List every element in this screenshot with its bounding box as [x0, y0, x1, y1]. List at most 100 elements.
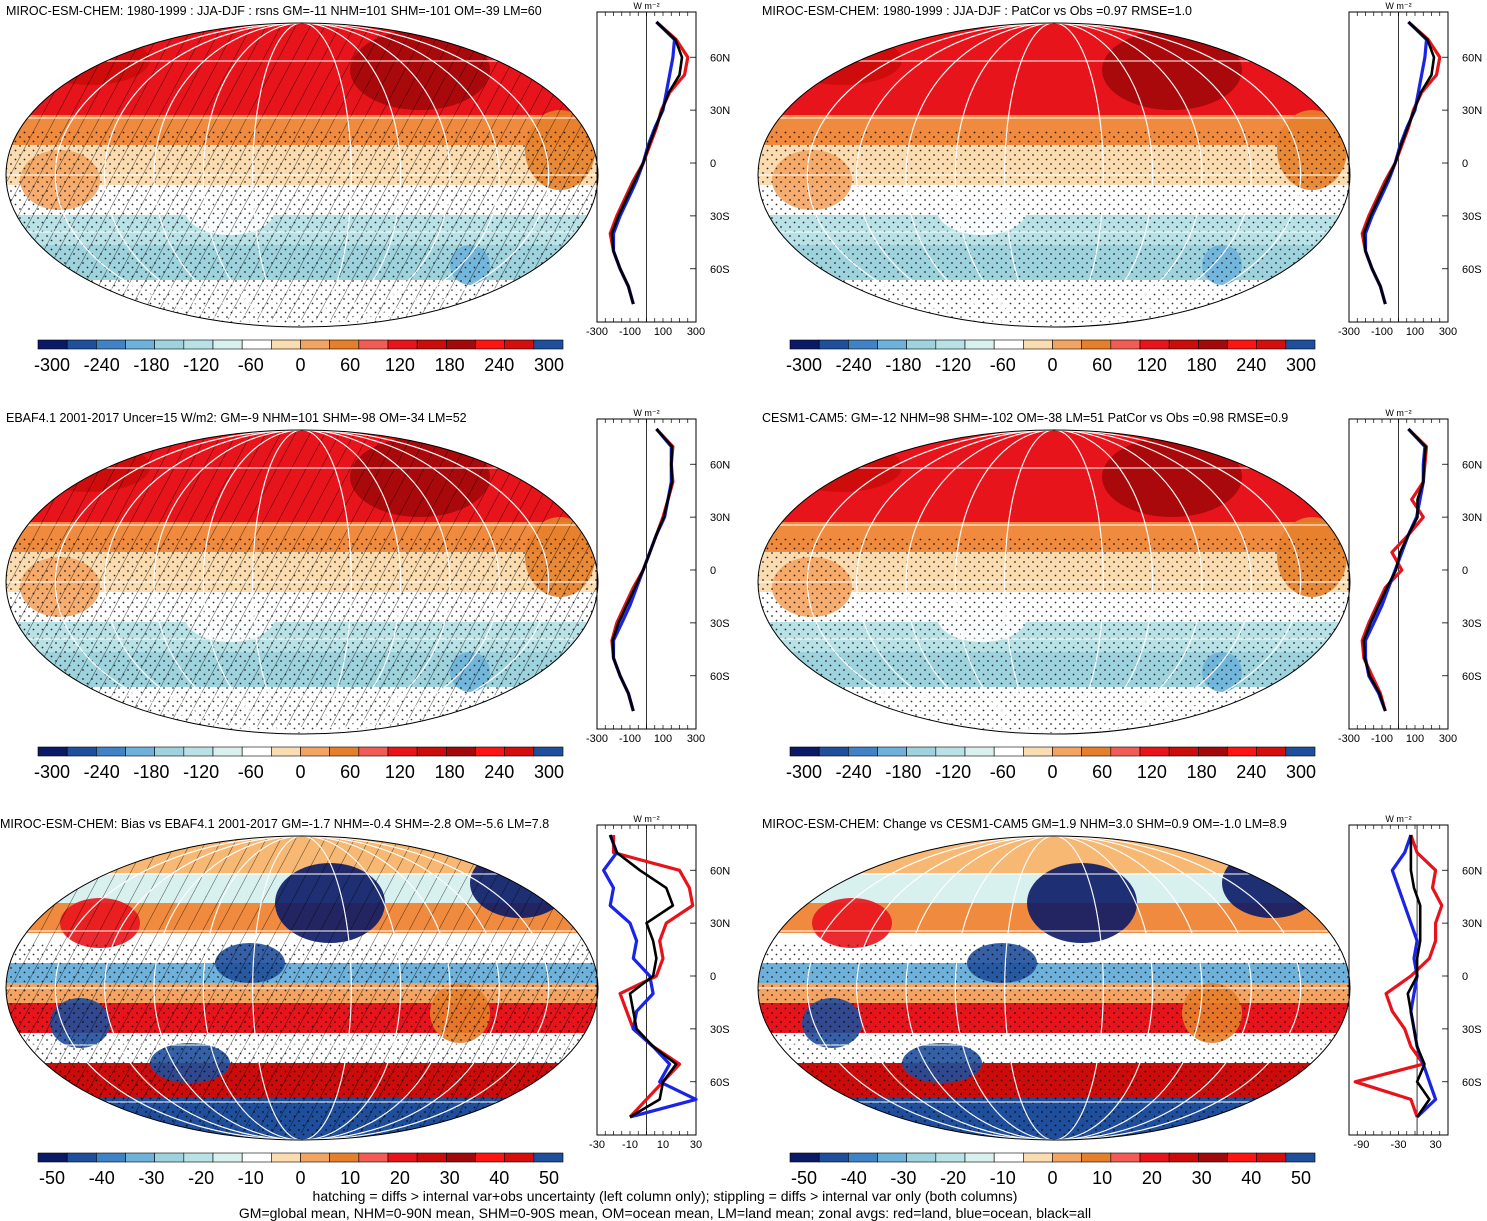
colorbar-tick-label: -50: [791, 1168, 817, 1188]
colorbar-swatch: [300, 746, 330, 757]
colorbar-tick-label: -50: [39, 1168, 65, 1188]
map-field: [758, 23, 1350, 327]
colorbar-tick-label: -40: [89, 1168, 115, 1188]
colorbar-swatch: [533, 746, 564, 757]
colorbar-tick-label: 0: [1047, 762, 1057, 782]
colorbar-swatch: [300, 339, 330, 350]
zonal-x-tick-label: 10: [657, 1139, 669, 1151]
colorbar-swatch: [964, 746, 995, 757]
colorbar-swatch: [241, 746, 272, 757]
colorbar-tick-label: -180: [133, 762, 169, 782]
panel-5: MIROC-ESM-CHEM: Bias vs EBAF4.1 2001-201…: [0, 814, 730, 1188]
colorbar-swatch: [125, 339, 155, 350]
colorbar-swatch: [1139, 1152, 1170, 1163]
colorbar-tick-label: 30: [440, 1168, 460, 1188]
colorbar-swatch: [271, 1152, 301, 1163]
colorbar-tick-label: 40: [489, 1168, 509, 1188]
lat-tick-label: 0: [710, 158, 716, 170]
colorbar-swatch: [1081, 339, 1112, 350]
lat-tick-label: 60N: [1462, 459, 1482, 471]
panel-title: CESM1-CAM5: GM=-12 NHM=98 SHM=-102 OM=-3…: [762, 411, 1288, 425]
zonal-line-all: [1406, 835, 1431, 1118]
colorbar-swatch: [1198, 746, 1228, 757]
colorbar: -300 -240 -180 -120 -60 0 60 120 180 240 300: [34, 746, 564, 782]
colorbar: -50 -40 -30 -20 -10 0 10 20 30 40 50: [37, 1152, 564, 1188]
map-field: [6, 836, 598, 1140]
colorbar-tick-label: -60: [238, 355, 264, 375]
zonal-line-all: [1362, 21, 1436, 305]
colorbar-swatch: [37, 339, 68, 350]
lat-tick-label: 60N: [710, 52, 730, 64]
zonal-x-tick-label: 300: [687, 326, 705, 338]
colorbar-swatch: [1110, 1152, 1141, 1163]
colorbar-swatch: [906, 746, 937, 757]
lat-tick-label: 60S: [1462, 1077, 1482, 1089]
colorbar-swatch: [66, 746, 97, 757]
zonal-mean-panel: W m⁻² -300 -100 100 300 60N 30N 0 30S 60S: [1338, 408, 1482, 745]
colorbar-swatch: [66, 1152, 97, 1163]
colorbar-swatch: [533, 1152, 564, 1163]
colorbar-tick-label: -240: [84, 355, 120, 375]
colorbar-tick-label: -60: [990, 762, 1016, 782]
colorbar-tick-label: 300: [1286, 762, 1316, 782]
zonal-unit-label: W m⁻²: [1385, 1, 1411, 11]
colorbar-tick-label: -10: [990, 1168, 1016, 1188]
zonal-unit-label: W m⁻²: [1385, 814, 1411, 824]
colorbar-tick-label: 180: [1187, 762, 1217, 782]
colorbar-tick-label: 120: [385, 762, 415, 782]
colorbar-swatch: [271, 339, 301, 350]
colorbar-tick-label: 240: [1236, 762, 1266, 782]
map-outline: [757, 22, 1351, 328]
colorbar-tick-label: 50: [539, 1168, 559, 1188]
colorbar-swatch: [1023, 746, 1053, 757]
colorbar-swatch: [154, 339, 185, 350]
colorbar-swatch: [848, 339, 878, 350]
colorbar-swatch: [789, 339, 820, 350]
colorbar: -50 -40 -30 -20 -10 0 10 20 30 40 50: [789, 1152, 1316, 1188]
colorbar-tick-label: -20: [188, 1168, 214, 1188]
colorbar-swatch: [96, 1152, 126, 1163]
colorbar-swatch: [387, 746, 418, 757]
panel-2: MIROC-ESM-CHEM: 1980-1999 : JJA-DJF : Pa…: [757, 1, 1482, 375]
colorbar-swatch: [935, 746, 966, 757]
colorbar-swatch: [37, 1152, 68, 1163]
colorbar-tick-label: 30: [1192, 1168, 1212, 1188]
colorbar-tick-label: 50: [1291, 1168, 1311, 1188]
colorbar-tick-label: -20: [940, 1168, 966, 1188]
map-outline: [757, 429, 1351, 735]
zonal-x-tick-label: -30: [589, 1139, 605, 1151]
colorbar-tick-label: -240: [836, 355, 872, 375]
colorbar-tick-label: -60: [990, 355, 1016, 375]
zonal-x-tick-label: -300: [586, 733, 608, 745]
zonal-x-tick-label: -10: [622, 1139, 638, 1151]
colorbar-swatch: [300, 1152, 330, 1163]
colorbar-tick-label: 0: [295, 1168, 305, 1188]
colorbar-swatch: [906, 1152, 937, 1163]
colorbar-tick-label: -30: [890, 1168, 916, 1188]
lat-tick-label: 60N: [710, 865, 730, 877]
colorbar-tick-label: 0: [1047, 1168, 1057, 1188]
colorbar-swatch: [993, 1152, 1024, 1163]
panel-4: CESM1-CAM5: GM=-12 NHM=98 SHM=-102 OM=-3…: [757, 408, 1482, 782]
colorbar-swatch: [154, 1152, 185, 1163]
colorbar-tick-label: 180: [1187, 355, 1217, 375]
lat-tick-label: 30N: [1462, 105, 1482, 117]
colorbar-swatch: [37, 746, 68, 757]
lat-tick-label: 60N: [710, 459, 730, 471]
map-outline: [5, 429, 599, 735]
colorbar-swatch: [329, 746, 360, 757]
zonal-mean-panel: W m⁻² -300 -100 100 300 60N 30N 0 30S 60S: [1338, 1, 1482, 338]
zonal-x-tick-label: 300: [687, 733, 705, 745]
zonal-x-tick-label: 30: [1430, 1139, 1442, 1151]
colorbar-swatch: [358, 339, 389, 350]
colorbar-tick-label: -120: [935, 762, 971, 782]
colorbar-swatch: [125, 1152, 155, 1163]
map-outline: [757, 835, 1351, 1141]
zonal-unit-label: W m⁻²: [633, 1, 659, 11]
colorbar-tick-label: 60: [340, 762, 360, 782]
lat-tick-label: 0: [710, 971, 716, 983]
colorbar-swatch: [1256, 339, 1287, 350]
lat-tick-label: 30S: [1462, 211, 1482, 223]
zonal-x-tick-label: -100: [619, 733, 641, 745]
colorbar-tick-label: 180: [435, 762, 465, 782]
